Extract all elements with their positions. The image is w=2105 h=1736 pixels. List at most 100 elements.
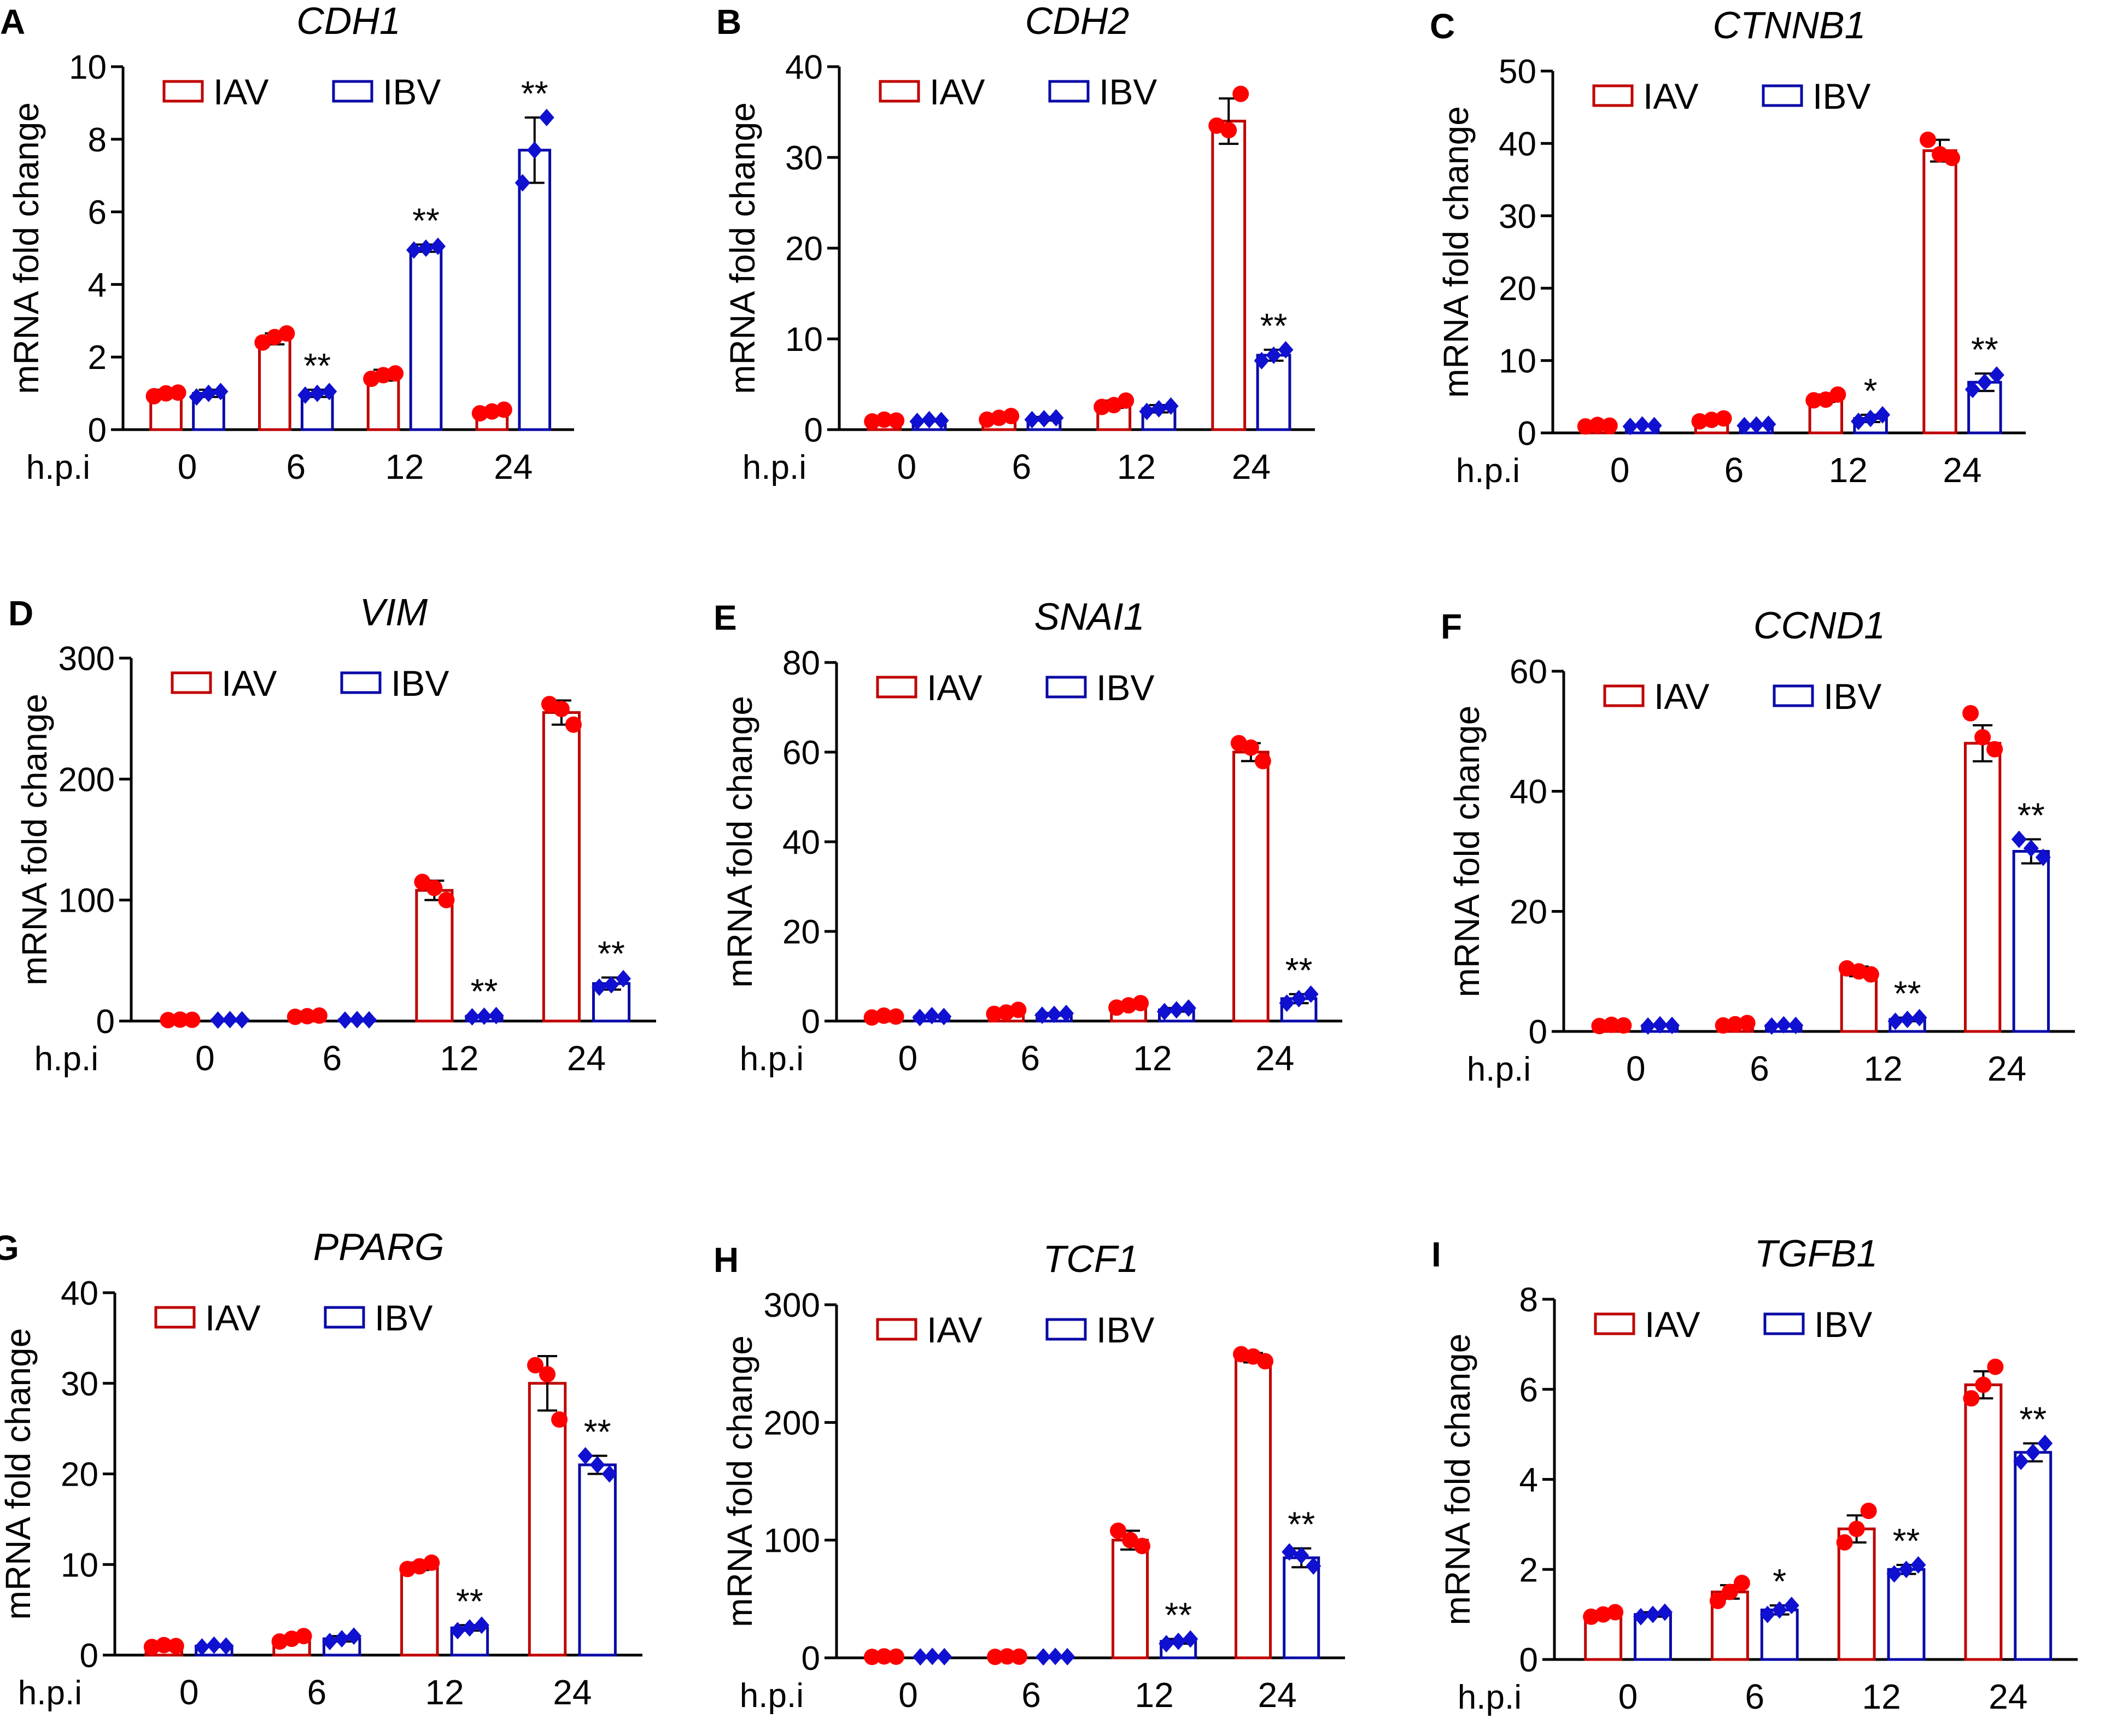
- data-point-iav: [1011, 1648, 1027, 1665]
- legend-swatch-iav: [1592, 84, 1634, 107]
- data-point-ibv: [1291, 990, 1307, 1007]
- data-point-ibv: [206, 1636, 222, 1654]
- data-point-ibv: [514, 174, 530, 192]
- y-tick-label: 20: [1510, 893, 1547, 931]
- x-tick-label: 6: [1745, 1677, 1765, 1716]
- bar-iav: [1211, 120, 1247, 431]
- x-tick-label: 0: [898, 1675, 918, 1715]
- y-tick-label: 4: [88, 266, 107, 304]
- data-point-ibv: [1851, 412, 1867, 430]
- data-point-iav: [1589, 417, 1606, 433]
- data-point-ibv: [1171, 1632, 1186, 1650]
- data-point-iav: [1703, 412, 1720, 429]
- legend-label-iav: IAV: [221, 663, 277, 703]
- data-point-ibv: [194, 1638, 210, 1656]
- x-tick-label: 12: [1135, 1675, 1174, 1715]
- data-point-ibv: [1254, 351, 1270, 370]
- group-axis-label: h.p.i: [740, 1040, 804, 1078]
- y-tick-label: 50: [1499, 53, 1536, 91]
- data-point-iav: [553, 700, 570, 717]
- data-point-ibv: [1180, 999, 1196, 1017]
- data-point-iav: [864, 413, 881, 430]
- legend-swatch-ibv: [1773, 684, 1814, 707]
- data-point-ibv: [309, 384, 325, 402]
- x-tick-label: 0: [195, 1039, 215, 1078]
- data-point-iav: [155, 1637, 172, 1653]
- data-point-iav: [266, 329, 283, 345]
- data-point-iav: [1974, 729, 1991, 746]
- x-tick-label: 24: [1255, 1039, 1294, 1078]
- data-point-ibv: [210, 1011, 226, 1029]
- data-point-ibv: [933, 412, 949, 430]
- chart-title: TGFB1: [1755, 1232, 1878, 1275]
- significance-mark: **: [471, 971, 498, 1011]
- data-point-iav: [1727, 1016, 1744, 1033]
- data-point-iav: [1850, 963, 1867, 980]
- data-point-iav: [1120, 997, 1137, 1014]
- y-axis-label: mRNA fold change: [7, 102, 46, 394]
- data-point-ibv: [476, 1007, 492, 1025]
- data-point-iav: [888, 412, 905, 429]
- data-point-iav: [311, 1007, 328, 1024]
- data-point-ibv: [1911, 1008, 1927, 1027]
- data-point-ibv: [1652, 1016, 1668, 1034]
- x-tick-label: 12: [1117, 447, 1156, 486]
- legend-label-iav: IAV: [927, 667, 982, 708]
- y-tick-label: 100: [59, 882, 115, 920]
- data-point-iav: [1860, 1503, 1877, 1520]
- x-tick-label: 6: [286, 447, 306, 486]
- data-point-ibv: [406, 241, 422, 259]
- legend-label-iav: IAV: [1645, 1304, 1700, 1345]
- y-axis-label: mRNA fold change: [1436, 106, 1476, 398]
- data-point-ibv: [1645, 1605, 1661, 1623]
- data-point-iav: [1254, 753, 1271, 770]
- y-tick-label: 300: [764, 1287, 820, 1324]
- bar-iav: [258, 337, 291, 431]
- data-point-iav: [1817, 391, 1834, 408]
- data-point-ibv: [1046, 1005, 1062, 1023]
- data-point-ibv: [1977, 373, 1992, 391]
- data-point-ibv: [1764, 1017, 1780, 1035]
- data-point-ibv: [473, 1616, 489, 1634]
- significance-mark: **: [456, 1581, 483, 1621]
- chart-panel-d: D VIM mRNA fold change 0 100 200 300 IAV IBV h.p.…: [8, 591, 656, 1078]
- data-point-ibv: [1183, 1630, 1198, 1648]
- data-point-iav: [1691, 413, 1708, 430]
- data-point-iav: [1242, 739, 1259, 756]
- significance-mark: **: [1288, 1505, 1315, 1544]
- data-point-iav: [375, 367, 392, 384]
- legend-label-iav: IAV: [927, 1310, 982, 1350]
- data-point-iav: [1805, 392, 1822, 409]
- x-tick-label: 0: [1618, 1677, 1638, 1716]
- y-tick-label: 0: [80, 1637, 98, 1675]
- legend-swatch-ibv: [340, 671, 382, 694]
- data-point-ibv: [418, 239, 434, 257]
- y-tick-label: 10: [61, 1546, 98, 1584]
- legend-label-ibv: IBV: [1814, 1304, 1872, 1345]
- y-tick-label: 0: [96, 1003, 115, 1041]
- legend-swatch-ibv: [332, 80, 373, 103]
- data-point-iav: [1601, 417, 1618, 434]
- data-point-ibv: [297, 386, 313, 404]
- data-point-iav: [411, 1558, 428, 1575]
- x-tick-label: 12: [1864, 1049, 1903, 1088]
- legend-swatch-ibv: [1045, 676, 1087, 699]
- group-axis-label: h.p.i: [34, 1040, 98, 1078]
- panel-letter: B: [716, 2, 741, 42]
- data-point-iav: [1987, 1358, 2004, 1375]
- data-point-iav: [1603, 1016, 1620, 1033]
- legend-label-ibv: IBV: [1099, 72, 1157, 112]
- x-tick-label: 12: [1862, 1677, 1901, 1716]
- significance-mark: **: [521, 74, 548, 113]
- data-point-iav: [1615, 1017, 1632, 1034]
- y-tick-label: 0: [802, 1003, 820, 1041]
- data-point-ibv: [218, 1637, 234, 1655]
- data-point-ibv: [912, 1008, 928, 1027]
- data-point-ibv: [1294, 1546, 1309, 1564]
- chart-panel-g: G PPARG mRNA fold change 0 10 20 30 40 IAV IBV h.p…: [0, 1225, 642, 1712]
- data-point-iav: [1709, 1592, 1726, 1609]
- data-point-iav: [1963, 1390, 1980, 1407]
- y-tick-label: 20: [1499, 270, 1536, 308]
- data-point-ibv: [909, 413, 925, 431]
